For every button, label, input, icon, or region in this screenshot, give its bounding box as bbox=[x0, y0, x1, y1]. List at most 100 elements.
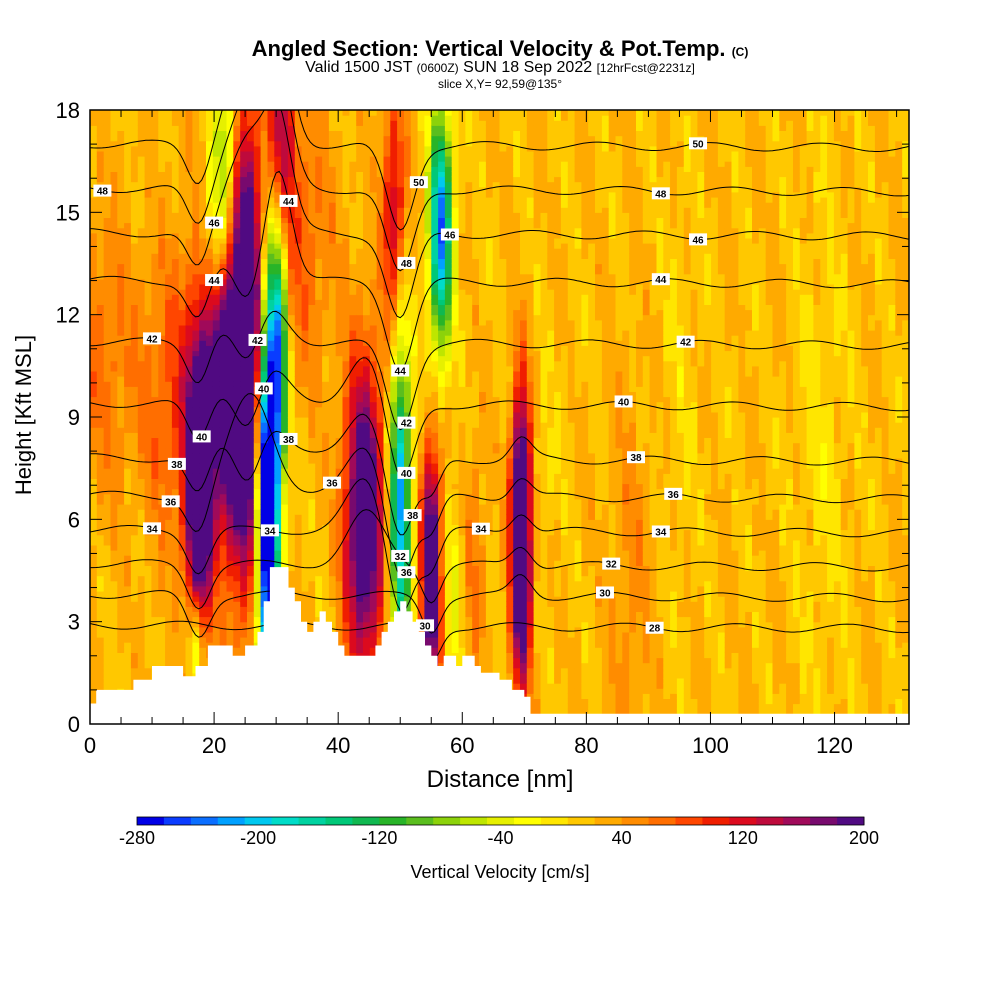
velocity-cell bbox=[343, 366, 350, 372]
velocity-cell bbox=[131, 197, 138, 203]
velocity-cell bbox=[233, 581, 240, 587]
velocity-cell bbox=[104, 177, 111, 183]
velocity-cell bbox=[315, 197, 322, 203]
velocity-cell bbox=[370, 412, 377, 418]
velocity-cell bbox=[349, 345, 356, 351]
velocity-cell bbox=[151, 125, 158, 131]
velocity-cell bbox=[343, 606, 350, 612]
velocity-cell bbox=[322, 315, 329, 321]
velocity-cell bbox=[336, 555, 343, 561]
velocity-cell bbox=[363, 611, 370, 617]
velocity-cell bbox=[124, 478, 131, 484]
velocity-cell bbox=[336, 391, 343, 397]
velocity-cell bbox=[124, 453, 131, 459]
velocity-cell bbox=[186, 228, 193, 234]
velocity-cell bbox=[172, 156, 179, 162]
velocity-cell bbox=[274, 115, 281, 121]
velocity-cell bbox=[261, 120, 268, 126]
velocity-cell bbox=[165, 177, 172, 183]
velocity-cell bbox=[165, 192, 172, 198]
velocity-cell bbox=[343, 192, 350, 198]
velocity-cell bbox=[104, 376, 111, 382]
velocity-cell bbox=[151, 258, 158, 264]
velocity-cell bbox=[227, 550, 234, 556]
velocity-cell bbox=[308, 448, 315, 454]
velocity-cell bbox=[111, 504, 118, 510]
velocity-cell bbox=[261, 397, 268, 403]
velocity-cell bbox=[186, 110, 193, 116]
velocity-cell bbox=[370, 478, 377, 484]
velocity-cell bbox=[138, 668, 145, 674]
velocity-cell bbox=[322, 289, 329, 295]
velocity-cell bbox=[97, 177, 104, 183]
velocity-cell bbox=[349, 443, 356, 449]
velocity-cell bbox=[247, 151, 254, 157]
velocity-cell bbox=[227, 386, 234, 392]
velocity-cell bbox=[329, 438, 336, 444]
velocity-cell bbox=[329, 335, 336, 341]
velocity-cell bbox=[145, 417, 152, 423]
velocity-cell bbox=[111, 606, 118, 612]
velocity-cell bbox=[268, 366, 275, 372]
velocity-cell bbox=[117, 473, 124, 479]
velocity-cell bbox=[227, 443, 234, 449]
velocity-cell bbox=[220, 289, 227, 295]
velocity-cell bbox=[295, 417, 302, 423]
velocity-cell bbox=[254, 161, 261, 167]
velocity-cell bbox=[281, 115, 288, 121]
velocity-cell bbox=[111, 361, 118, 367]
velocity-cell bbox=[179, 110, 186, 116]
velocity-cell bbox=[329, 345, 336, 351]
velocity-cell bbox=[220, 637, 227, 643]
velocity-cell bbox=[349, 448, 356, 454]
velocity-cell bbox=[199, 233, 206, 239]
velocity-cell bbox=[274, 356, 281, 362]
velocity-cell bbox=[370, 601, 377, 607]
velocity-cell bbox=[220, 299, 227, 305]
velocity-cell bbox=[220, 422, 227, 428]
velocity-cell bbox=[90, 269, 97, 275]
velocity-cell bbox=[281, 238, 288, 244]
velocity-cell bbox=[302, 248, 309, 254]
velocity-cell bbox=[172, 432, 179, 438]
velocity-cell bbox=[227, 197, 234, 203]
velocity-cell bbox=[308, 320, 315, 326]
velocity-cell bbox=[268, 120, 275, 126]
velocity-cell bbox=[97, 463, 104, 469]
velocity-cell bbox=[274, 330, 281, 336]
velocity-cell bbox=[151, 627, 158, 633]
velocity-cell bbox=[90, 304, 97, 310]
velocity-cell bbox=[213, 438, 220, 444]
velocity-cell bbox=[322, 443, 329, 449]
velocity-cell bbox=[97, 565, 104, 571]
velocity-cell bbox=[151, 177, 158, 183]
velocity-cell bbox=[131, 381, 138, 387]
velocity-cell bbox=[172, 530, 179, 536]
velocity-cell bbox=[206, 310, 213, 316]
velocity-cell bbox=[315, 391, 322, 397]
velocity-cell bbox=[145, 371, 152, 377]
velocity-cell bbox=[240, 550, 247, 556]
velocity-cell bbox=[240, 253, 247, 259]
velocity-cell bbox=[206, 182, 213, 188]
velocity-cell bbox=[151, 356, 158, 362]
velocity-cell bbox=[356, 642, 363, 648]
velocity-cell bbox=[90, 468, 97, 474]
velocity-cell bbox=[261, 519, 268, 525]
velocity-cell bbox=[343, 279, 350, 285]
velocity-cell bbox=[233, 187, 240, 193]
velocity-cell bbox=[117, 530, 124, 536]
velocity-cell bbox=[104, 202, 111, 208]
velocity-cell bbox=[329, 530, 336, 536]
velocity-cell bbox=[192, 504, 199, 510]
velocity-cell bbox=[315, 478, 322, 484]
velocity-cell bbox=[151, 131, 158, 137]
velocity-cell bbox=[363, 187, 370, 193]
velocity-cell bbox=[302, 391, 309, 397]
velocity-cell bbox=[288, 555, 295, 561]
velocity-cell bbox=[111, 448, 118, 454]
velocity-cell bbox=[295, 473, 302, 479]
velocity-cell bbox=[104, 560, 111, 566]
velocity-cell bbox=[356, 581, 363, 587]
velocity-cell bbox=[356, 611, 363, 617]
